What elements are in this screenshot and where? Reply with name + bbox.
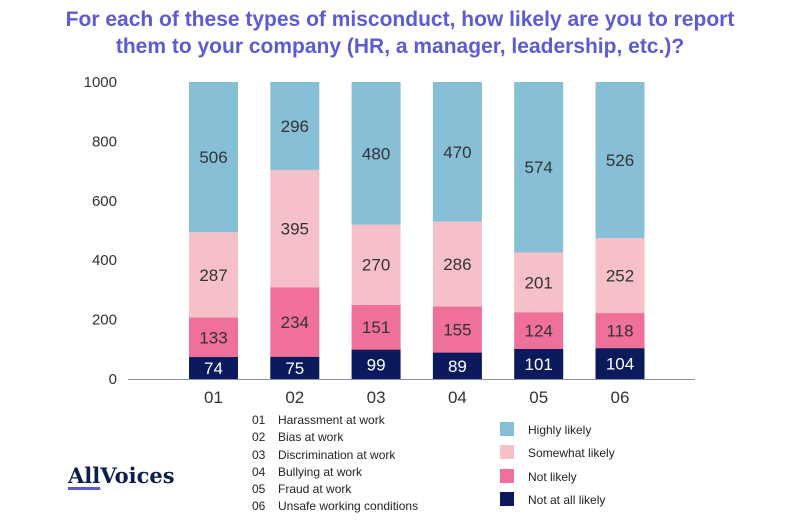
bar-segment xyxy=(514,312,564,350)
allvoices-logo: AllVoices xyxy=(68,463,175,488)
bar-segment xyxy=(189,232,238,318)
x-tick-label: 06 xyxy=(611,388,630,407)
bar-segment xyxy=(595,348,645,379)
bar-segment xyxy=(351,304,401,350)
data-label: 286 xyxy=(443,255,471,274)
category-label: Bias at work xyxy=(278,430,344,445)
data-label: 506 xyxy=(199,148,227,167)
y-tick-label: 0 xyxy=(109,371,117,388)
data-label: 480 xyxy=(362,144,390,163)
bar-segment xyxy=(595,313,645,349)
category-legend-item: 04 Bullying at work xyxy=(252,464,418,481)
x-tick-label: 05 xyxy=(529,388,548,407)
category-legend-item: 02 Bias at work xyxy=(252,429,418,446)
data-label: 99 xyxy=(367,355,386,374)
logo-text-voices: Voices xyxy=(100,463,175,488)
x-tick-label: 03 xyxy=(367,388,386,407)
data-label: 201 xyxy=(525,273,553,292)
data-label: 234 xyxy=(281,313,309,332)
data-label: 574 xyxy=(525,158,553,177)
x-tick-label: 01 xyxy=(204,388,223,407)
legend-swatch xyxy=(500,468,514,483)
bar-segment xyxy=(270,169,320,288)
bar-segment xyxy=(189,357,238,379)
legend-label: Not at all likely xyxy=(528,492,606,507)
bar-segment xyxy=(514,349,564,379)
data-label: 296 xyxy=(281,117,309,136)
bar-segment xyxy=(432,352,482,379)
data-label: 470 xyxy=(443,143,471,162)
bar-segment xyxy=(270,287,320,357)
data-label: 287 xyxy=(199,266,227,285)
y-tick-label: 600 xyxy=(92,193,117,210)
category-legend: 01 Harassment at work 02 Bias at work 03 Di… xyxy=(252,412,418,516)
data-label: 74 xyxy=(204,359,223,378)
bar-segment xyxy=(270,356,320,379)
data-label: 155 xyxy=(443,321,471,340)
bar-segment xyxy=(595,82,645,239)
legend-swatch xyxy=(500,422,514,436)
category-code: 04 xyxy=(252,464,266,479)
legend-swatch xyxy=(500,445,514,460)
legend-label: Not likely xyxy=(528,469,577,484)
bar-segment xyxy=(514,82,564,253)
series-legend: Highly likely Somewhat likely Not likely… xyxy=(500,422,615,515)
data-label: 118 xyxy=(606,322,633,341)
data-label: 252 xyxy=(606,267,634,286)
legend-label: Highly likely xyxy=(528,423,592,437)
data-label: 89 xyxy=(448,357,467,376)
series-legend-item: Highly likely xyxy=(500,422,615,445)
x-tick-label: 02 xyxy=(285,388,304,407)
chart-title-line-1: For each of these types of misconduct, h… xyxy=(65,8,735,31)
category-legend-item: 03 Discrimination at work xyxy=(252,447,418,464)
logo-text-all: All xyxy=(68,463,101,488)
data-label: 124 xyxy=(525,322,553,341)
data-label: 270 xyxy=(362,256,390,275)
bar-segment xyxy=(189,317,238,358)
bar-segment xyxy=(351,82,401,225)
data-label: 133 xyxy=(199,328,227,347)
category-legend-item: 01 Harassment at work xyxy=(252,412,418,429)
data-label: 75 xyxy=(285,359,304,378)
category-code: 02 xyxy=(252,430,266,445)
bar-segment xyxy=(432,306,482,353)
x-tick-label: 04 xyxy=(448,388,467,407)
data-label: 101 xyxy=(525,355,553,374)
category-legend-item: 05 Fraud at work xyxy=(252,481,418,498)
category-label: Discrimination at work xyxy=(278,447,396,462)
y-tick-label: 400 xyxy=(92,252,117,269)
bar-segment xyxy=(514,252,564,313)
series-legend-item: Somewhat likely xyxy=(500,445,615,468)
category-label: Bullying at work xyxy=(278,464,363,479)
y-tick-label: 800 xyxy=(92,133,117,150)
category-code: 06 xyxy=(252,499,266,514)
category-label: Harassment at work xyxy=(278,413,385,427)
category-code: 05 xyxy=(252,482,266,497)
chart-title-line-2: them to your company (HR, a manager, lea… xyxy=(115,35,685,58)
chart-title: For each of these types of misconduct, h… xyxy=(0,6,800,60)
data-label: 526 xyxy=(606,151,634,170)
bar-segment xyxy=(432,82,482,222)
bar-segment xyxy=(432,221,482,307)
y-tick-label: 1000 xyxy=(84,74,117,91)
y-tick-label: 200 xyxy=(92,312,117,329)
category-code: 03 xyxy=(252,447,266,462)
category-legend-item: 06 Unsafe working conditions xyxy=(252,498,418,515)
data-label: 104 xyxy=(606,355,634,374)
bar-segment xyxy=(270,82,320,170)
bar-segment xyxy=(595,238,645,314)
category-label: Fraud at work xyxy=(278,482,352,497)
category-label: Unsafe working conditions xyxy=(278,499,419,514)
legend-swatch xyxy=(500,491,514,506)
bar-segment xyxy=(351,224,401,305)
data-label: 395 xyxy=(281,220,309,239)
series-legend-item: Not likely xyxy=(500,468,615,492)
data-label: 151 xyxy=(362,318,390,337)
category-code: 01 xyxy=(252,413,266,427)
bar-segment xyxy=(189,82,238,233)
legend-label: Somewhat likely xyxy=(528,446,615,461)
series-legend-item: Not at all likely xyxy=(500,491,615,515)
bar-segment xyxy=(351,349,401,379)
